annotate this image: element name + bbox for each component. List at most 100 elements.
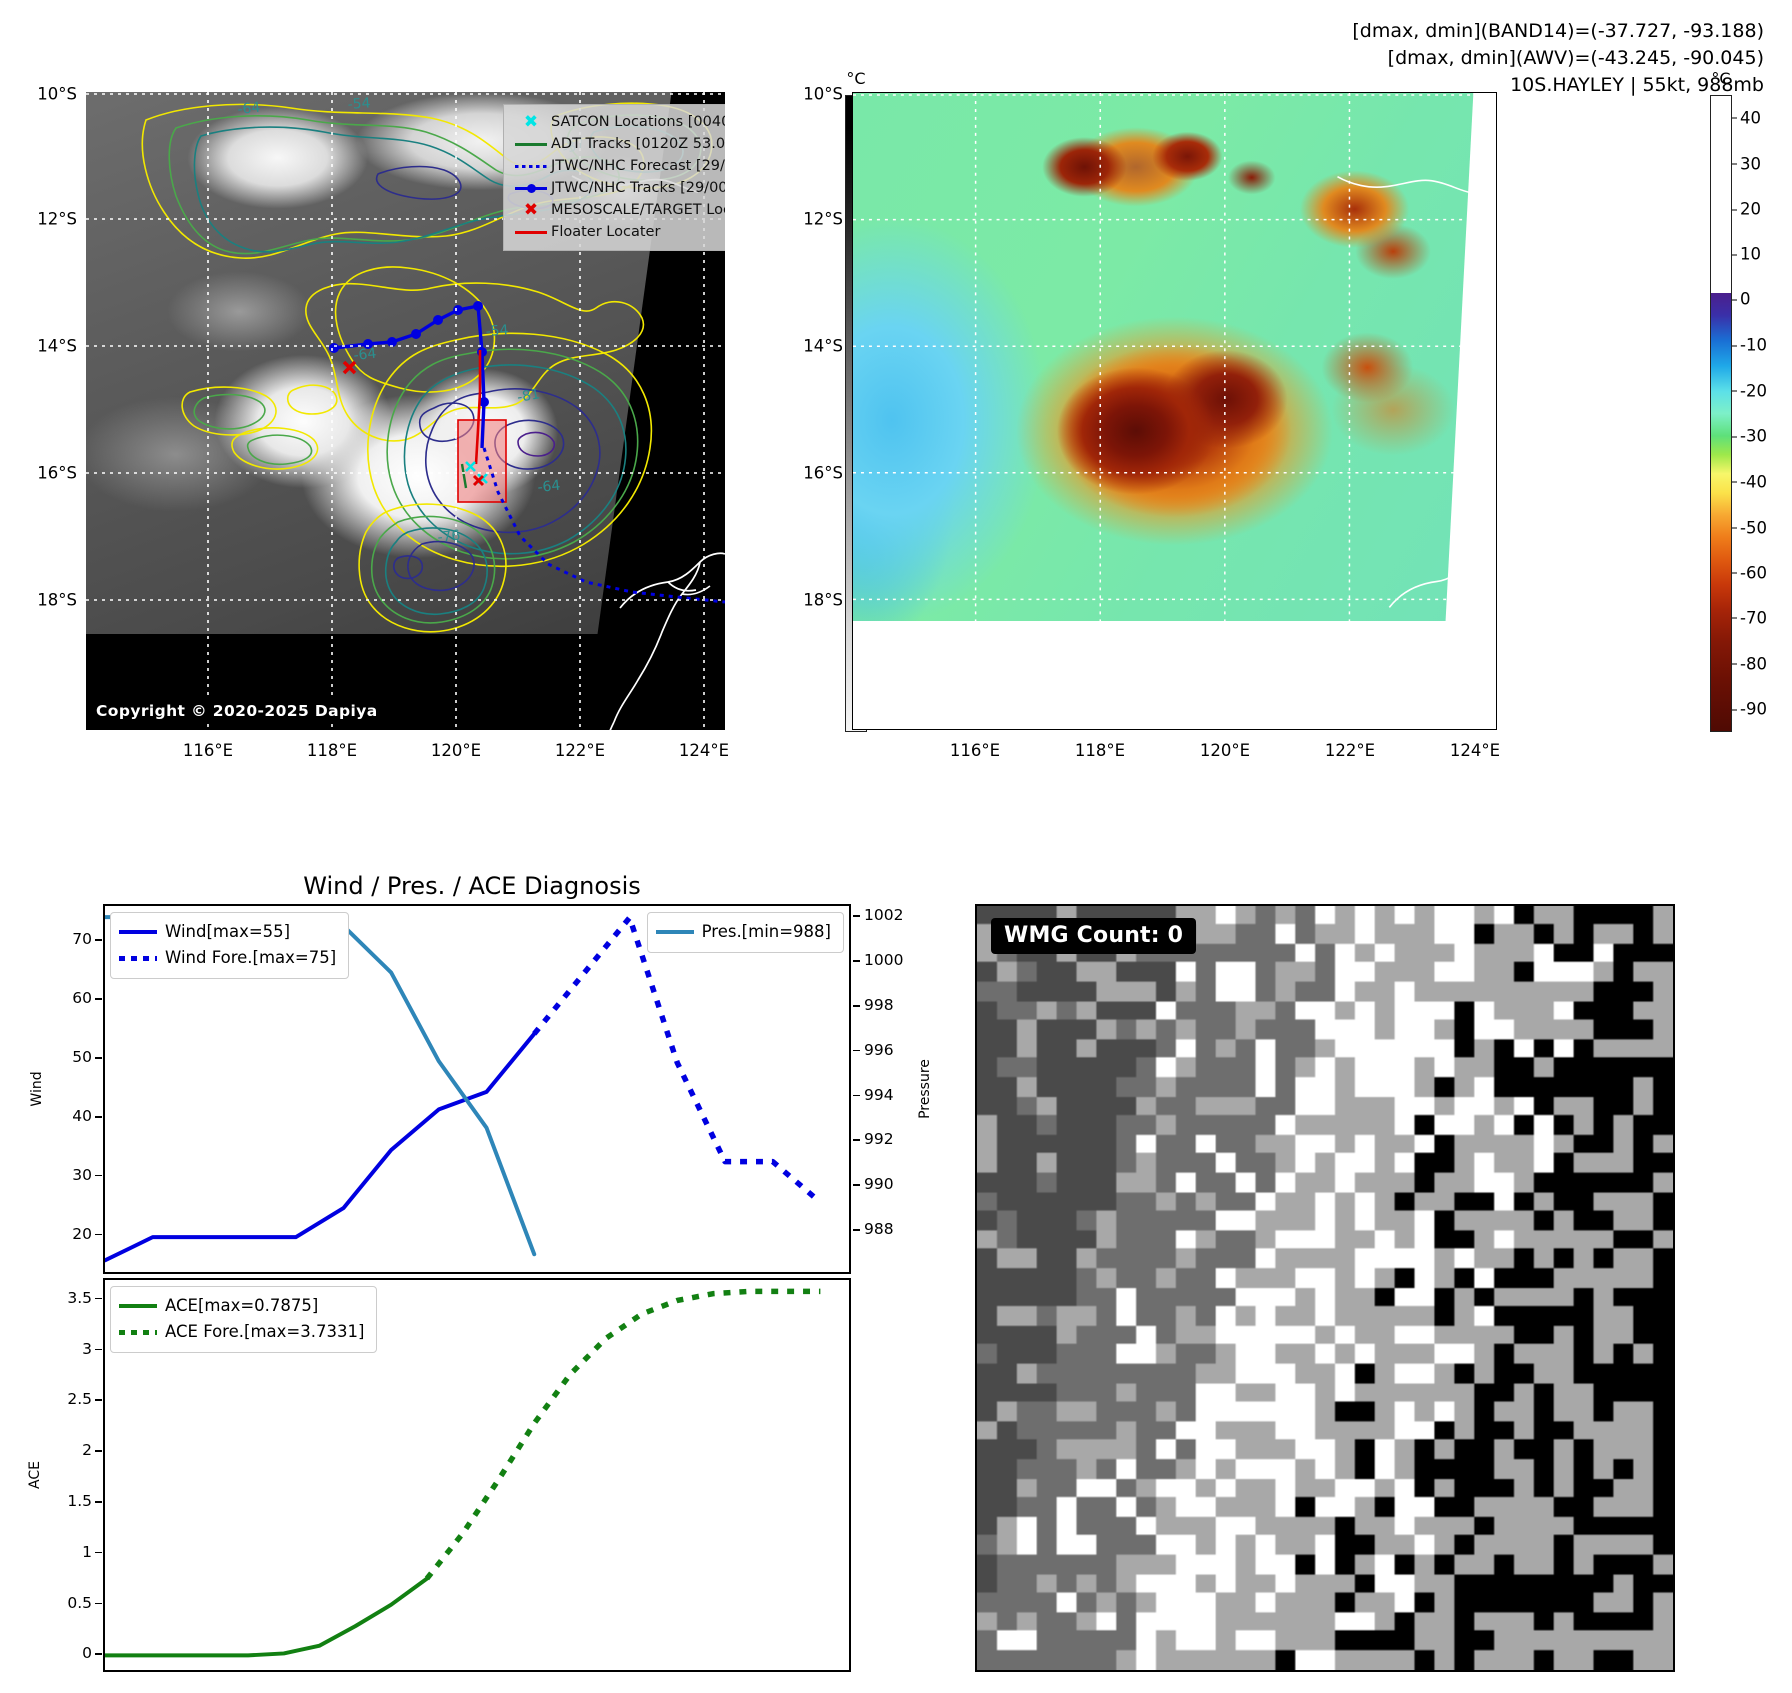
wind-legend: Wind[max=55] Wind Fore.[max=75] [110, 912, 350, 979]
svg-text:-81: -81 [516, 386, 541, 406]
colorbar-tick: -60 [1732, 563, 1767, 582]
legend-item-floater: Floater Locater [511, 221, 725, 243]
lat-label-16s: 16°S [37, 463, 77, 483]
series-Wind Fore.[max=75] [532, 914, 823, 1205]
svg-text:-54: -54 [485, 322, 509, 340]
lon-label-116e: 116°E [949, 741, 1001, 760]
colorbar-tick: 40 [1732, 108, 1761, 127]
mesoscale-target-marker-2 [472, 474, 485, 487]
ace-ytick: 3.5 [67, 1288, 102, 1307]
floater-line-icon [511, 230, 551, 234]
dmax-dmin-band14: [dmax, dmin](BAND14)=(-37.727, -93.188) [1352, 20, 1764, 42]
legend-item-ace: ACE[max=0.7875] [119, 1293, 364, 1319]
forecast-dotted-line-icon [511, 164, 551, 168]
svg-text:-64: -64 [237, 100, 262, 118]
svg-text:-76: -76 [437, 528, 462, 546]
lon-label-122e: 122°E [1324, 741, 1376, 760]
colorbar-tick: -80 [1732, 654, 1767, 673]
track-line-dot-icon [511, 183, 551, 193]
satcon-x-icon: ✖ [523, 111, 539, 132]
wmg-frame: WMG Count: 0 [975, 904, 1675, 1672]
ace-axis-title: ACE [27, 1461, 43, 1489]
lat-label-12s: 12°S [803, 209, 843, 229]
wmg-count-badge: WMG Count: 0 [991, 918, 1197, 954]
eir-satellite-imagery [853, 93, 1496, 621]
pressure-axis-title: Pressure [917, 1059, 933, 1119]
mesoscale-x-icon: ✖ [523, 199, 539, 220]
lat-label-12s: 12°S [37, 209, 77, 229]
colorbar-tick: -50 [1732, 518, 1767, 537]
series-Wind[max=55] [105, 1031, 537, 1263]
lon-label-116e: 116°E [182, 741, 234, 760]
lat-label-10s: 10°S [37, 84, 77, 104]
storm-summary: 10S.HAYLEY | 55kt, 988mb [1510, 73, 1764, 96]
colorbar-tick: -70 [1732, 608, 1767, 627]
ace-ytick: 1.5 [67, 1492, 102, 1510]
pressure-ytick: 992 [853, 1130, 894, 1149]
lon-label-120e: 120°E [430, 741, 482, 760]
ace-forecast-dotted-icon [119, 1329, 165, 1335]
legend-item-adt: ADT Tracks [0120Z 53.0 992.2] [511, 133, 725, 155]
lat-label-18s: 18°S [803, 590, 843, 610]
pressure-ytick: 990 [853, 1175, 894, 1194]
wind-forecast-dotted-icon [119, 955, 165, 961]
colorbar-tick: -30 [1732, 427, 1767, 446]
ace-line-icon [119, 1304, 165, 1308]
legend-label: Pres.[min=988] [701, 921, 831, 941]
eir-no-data-bottom [853, 620, 1496, 729]
wind-ytick: 40 [72, 1107, 102, 1125]
legend-item-pressure: Pres.[min=988] [655, 919, 831, 945]
colorbar-tick: 0 [1732, 290, 1751, 309]
lon-label-124e: 124°E [1449, 741, 1501, 760]
lat-label-10s: 10°S [803, 84, 843, 104]
wind-ytick: 30 [72, 1165, 102, 1184]
legend-item-mesoscale: ✖ MESOSCALE/TARGET Location [511, 199, 725, 221]
series-ACE Fore.[max=3.7331] [424, 1288, 821, 1581]
adt-line-icon [511, 142, 551, 146]
infrared-map-panel[interactable]: -64 -54 -37 -54 -64 -81 -76 -64 [37, 85, 729, 761]
lon-label-124e: 124°E [678, 741, 730, 760]
enhanced-ir-map-panel[interactable]: 10°S 12°S 14°S 16°S 18°S 116°E 118°E 120… [803, 85, 1500, 761]
colorbar-tick: -20 [1732, 381, 1767, 400]
ir-map-frame: -64 -54 -37 -54 -64 -81 -76 -64 [86, 92, 725, 730]
pressure-ytick: 996 [853, 1040, 894, 1059]
header-info: [dmax, dmin](BAND14)=(-37.727, -93.188) … [1352, 18, 1764, 99]
colorbar-tick: -90 [1732, 700, 1767, 719]
colorbar-tick: 10 [1732, 245, 1761, 264]
ace-ytick: 0.5 [67, 1593, 102, 1612]
colorbar-unit-label: °C [846, 69, 866, 88]
svg-text:-54: -54 [347, 95, 371, 113]
legend-item-satcon: ✖ SATCON Locations [0040Z 43 992] [511, 111, 725, 133]
svg-text:-64: -64 [353, 346, 378, 364]
legend-item-wind-forecast: Wind Fore.[max=75] [119, 945, 336, 971]
legend-label: Wind Fore.[max=75] [165, 947, 337, 967]
floater-locater-line [474, 350, 482, 465]
eir-map-frame [852, 92, 1497, 730]
eir-colorbar: °C 40 30 20 10 0 -10 -20 -30 -40 -50 -60… [1710, 69, 1767, 732]
ace-ytick: 2.5 [67, 1390, 102, 1409]
wind-pressure-chart[interactable]: Wind Pressure 70 60 50 40 30 20 1002 100… [29, 904, 933, 1274]
colorbar-gradient [1710, 95, 1732, 732]
ace-plot-area [105, 1288, 821, 1658]
jtwc-forecast-line [482, 447, 725, 604]
svg-text:-64: -64 [537, 478, 562, 496]
wind-axis-title: Wind [29, 1071, 45, 1107]
wmg-mask-panel[interactable]: WMG Count: 0 [975, 904, 1675, 1672]
legend-item-jtwc-forecast: JTWC/NHC Forecast [29/0000Z] [511, 155, 725, 177]
legend-label: Floater Locater [551, 223, 661, 240]
wind-ytick: 70 [72, 930, 102, 949]
lat-label-16s: 16°S [803, 463, 843, 483]
diagnosis-chart-title: Wind / Pres. / ACE Diagnosis [303, 872, 641, 900]
pressure-line-icon [655, 930, 702, 934]
legend-label: Wind[max=55] [165, 921, 291, 941]
lon-label-118e: 118°E [1074, 741, 1126, 760]
dmax-dmin-awv: [dmax, dmin](AWV)=(-43.245, -90.045) [1387, 46, 1764, 69]
ace-chart[interactable]: ACE 3.5 3 2.5 2 1.5 1 0.5 0 ACE[max=0.78… [27, 1278, 851, 1672]
mesoscale-target-marker [342, 360, 357, 375]
wind-line-icon [119, 930, 165, 934]
pressure-ytick: 994 [853, 1085, 894, 1104]
colorbar-unit-label: °C [1711, 69, 1731, 88]
wind-ytick: 60 [72, 989, 102, 1008]
pressure-ytick: 988 [853, 1220, 894, 1239]
lon-label-118e: 118°E [306, 741, 358, 760]
